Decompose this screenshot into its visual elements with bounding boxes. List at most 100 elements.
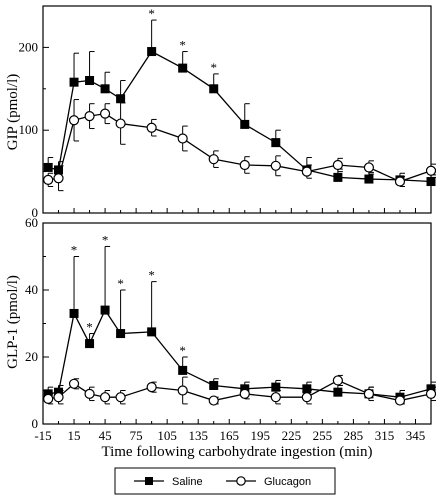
gip-saline-point [271, 138, 281, 148]
gip-saline-point [147, 47, 157, 57]
glp1-saline-line [48, 308, 432, 398]
gip-glucagon-point [270, 160, 281, 171]
glp1-saline-point [85, 339, 95, 349]
glp1-saline-point [333, 387, 343, 397]
gip-glucagon-point [146, 122, 157, 133]
gip-saline-point [69, 77, 79, 87]
glp1-ytick-label: 20 [25, 349, 38, 364]
xtick-label: 45 [99, 428, 112, 443]
glp1-glucagon-point [68, 378, 80, 389]
gip-glucagon-point [53, 173, 64, 184]
glp1-glucagon-point [208, 395, 219, 406]
legend-label-glucagon: Glucagon [264, 476, 311, 488]
glp1-saline-point [271, 382, 281, 392]
gip-saline-point [426, 177, 436, 187]
glp1-saline-point [209, 380, 219, 390]
glp1-ytick-label: 40 [25, 282, 38, 297]
gip-saline-point [43, 162, 53, 172]
gip-glucagon-point [239, 159, 250, 171]
gip-glucagon-point [363, 162, 375, 173]
xtick-label: 225 [282, 428, 302, 443]
gip-glucagon-point [68, 115, 80, 126]
glp1-glucagon-point [177, 385, 188, 396]
legend-marker-glucagon [236, 476, 246, 486]
gip-glucagon-point [425, 165, 436, 176]
gip-saline-point [364, 174, 374, 184]
glp1-glucagon-point [43, 393, 54, 404]
gip-ytick-label: 200 [19, 39, 39, 54]
glp1-significance-star: * [179, 343, 186, 358]
gip-ytick-label: 0 [32, 205, 39, 220]
gip-glucagon-point [43, 174, 54, 185]
glp1-glucagon-point [53, 392, 64, 403]
xtick-label: 285 [344, 428, 364, 443]
xtick-label: 315 [375, 428, 395, 443]
legend: Saline Glucagon [114, 467, 336, 495]
glp1-glucagon-point [99, 392, 111, 403]
gip-glucagon-line [48, 112, 432, 183]
glp1-glucagon-point [425, 388, 436, 399]
gip-significance-star: * [148, 6, 155, 21]
glp1-glucagon-point [363, 388, 375, 399]
gip-saline-point [116, 94, 126, 104]
glp1-significance-star: * [102, 232, 109, 247]
gip-glucagon-point [177, 133, 188, 144]
gip-saline-point [240, 119, 250, 129]
glp1-saline-point [116, 329, 126, 339]
xtick-label: 75 [130, 428, 143, 443]
gip-saline-point [85, 76, 95, 86]
glp1-axis-label: GLP-1 (pmol/l) [5, 275, 21, 369]
glp1-ytick-label: 0 [32, 416, 39, 431]
gip-significance-star: * [179, 38, 186, 53]
gip-glucagon-point [208, 154, 219, 165]
xtick-label: 255 [313, 428, 333, 443]
gip-glucagon-point [394, 176, 406, 187]
gip-saline-point [333, 172, 343, 182]
glp1-ytick-label: 60 [25, 215, 38, 230]
gip-significance-star: * [210, 60, 217, 75]
gip-glucagon-point [332, 159, 343, 171]
gip-saline-point [100, 84, 110, 94]
glp1-glucagon-point [84, 388, 95, 399]
glp1-glucagon-point [332, 375, 343, 386]
legend-marker-saline [145, 477, 153, 485]
x-axis-label: Time following carbohydrate ingestion (m… [101, 444, 372, 460]
glp1-glucagon-point [270, 392, 281, 403]
glp1-significance-star: * [71, 243, 78, 258]
xtick-label: 105 [157, 428, 177, 443]
gip-glucagon-point [84, 111, 95, 122]
legend-label-saline: Saline [172, 476, 203, 488]
xtick-label: 195 [251, 428, 271, 443]
glp1-saline-point [69, 308, 79, 318]
glp1-glucagon-line [48, 379, 432, 402]
glp1-significance-star: * [86, 320, 93, 335]
gip-glucagon-point [115, 118, 126, 129]
glp1-saline-point [147, 327, 157, 337]
gip-panel: 0 100 200 * * * [19, 6, 436, 220]
xtick-label: 135 [188, 428, 208, 443]
glp1-significance-star: * [117, 276, 124, 291]
gip-ytick-label: 100 [19, 122, 39, 137]
gip-saline-point [178, 63, 188, 73]
gip-glucagon-point [301, 166, 312, 177]
glp1-saline-point [100, 305, 110, 315]
xtick-label: -15 [34, 428, 51, 443]
glp1-glucagon-point [146, 382, 157, 393]
glp1-panel: 0 20 40 60 -15 15 45 75 105 135 165 195 225 255 285 315… [25, 215, 436, 443]
xtick-label: 165 [219, 428, 239, 443]
glp1-saline-point [302, 384, 312, 394]
gip-axis-label: GIP (pmol/l) [5, 74, 21, 151]
gip-saline-point [209, 84, 219, 94]
glp1-glucagon-point [301, 392, 312, 403]
xtick-label: 345 [406, 428, 426, 443]
gip-saline-line [48, 50, 432, 183]
glp1-glucagon-point [239, 388, 250, 399]
glp1-saline-point [178, 365, 188, 375]
xtick-label: 15 [68, 428, 81, 443]
gip-glucagon-point [99, 108, 111, 119]
glp1-glucagon-point [115, 392, 126, 403]
glp1-glucagon-point [394, 395, 406, 406]
glp1-significance-star: * [148, 268, 155, 283]
top-panel-frame [42, 5, 432, 214]
